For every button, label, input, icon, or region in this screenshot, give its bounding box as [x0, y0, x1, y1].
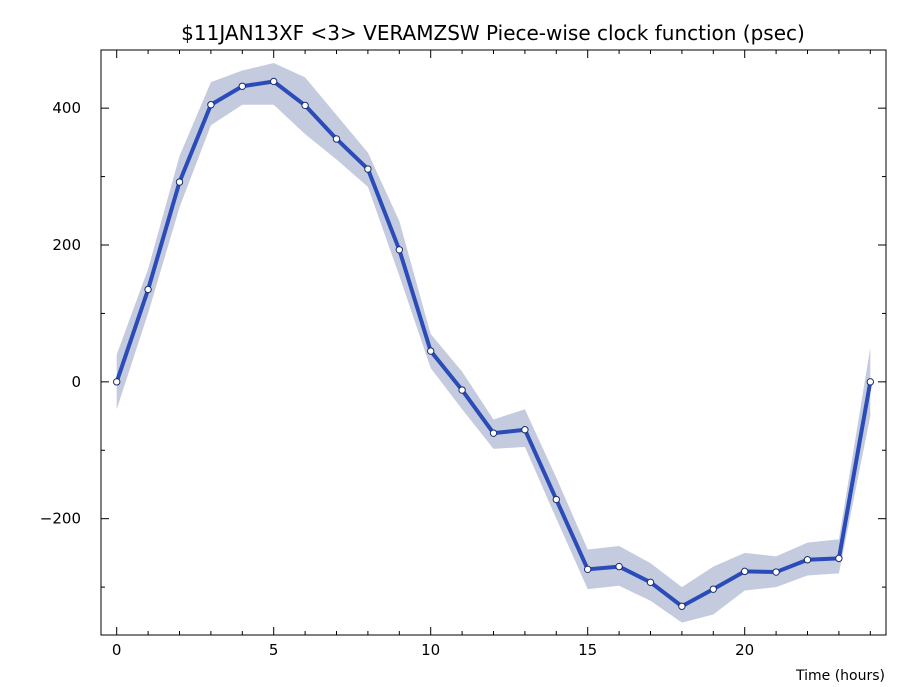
series-line — [114, 79, 873, 609]
plot-frame — [100, 49, 887, 636]
y-tick-label: 400 — [52, 99, 81, 117]
error-band — [116, 63, 871, 623]
data-point — [489, 429, 498, 437]
data-point — [866, 378, 874, 386]
data-point — [144, 285, 152, 294]
data-point — [678, 602, 686, 610]
data-point — [301, 101, 309, 110]
data-point — [835, 554, 843, 563]
x-tick-label: 0 — [112, 641, 122, 659]
data-point — [615, 562, 623, 571]
data-point — [458, 386, 466, 394]
y-tick-label: 200 — [52, 236, 81, 254]
data-point — [741, 567, 749, 576]
data-point — [427, 347, 435, 355]
data-point — [364, 165, 372, 173]
data-point — [803, 556, 812, 564]
x-tick-label: 10 — [421, 641, 440, 659]
data-point — [552, 495, 560, 504]
data-point — [332, 135, 341, 143]
data-point — [270, 77, 278, 86]
x-axis-label: Time (hours) — [795, 668, 885, 684]
data-point — [709, 585, 717, 593]
data-point — [772, 568, 780, 576]
band-layer — [116, 63, 871, 623]
y-tick-label: 0 — [71, 373, 81, 391]
data-point — [238, 82, 247, 90]
x-tick-label: 5 — [269, 641, 279, 659]
data-point — [646, 578, 655, 587]
data-point — [395, 246, 403, 254]
chart-title: $11JAN13XF <3> VERAMZSW Piece-wise clock… — [181, 21, 805, 45]
y-tick-label: −200 — [40, 510, 81, 528]
data-point — [584, 565, 592, 574]
tick-layer: 0 5 10 15 20 −200 0 200 400 — [40, 50, 886, 659]
data-point — [521, 426, 529, 434]
x-tick-label: 15 — [578, 641, 597, 659]
marker-layer — [113, 77, 874, 610]
line-layer — [114, 79, 873, 609]
x-tick-label: 20 — [735, 641, 754, 659]
data-point — [113, 378, 121, 386]
data-point — [175, 178, 184, 186]
data-point — [207, 101, 215, 109]
